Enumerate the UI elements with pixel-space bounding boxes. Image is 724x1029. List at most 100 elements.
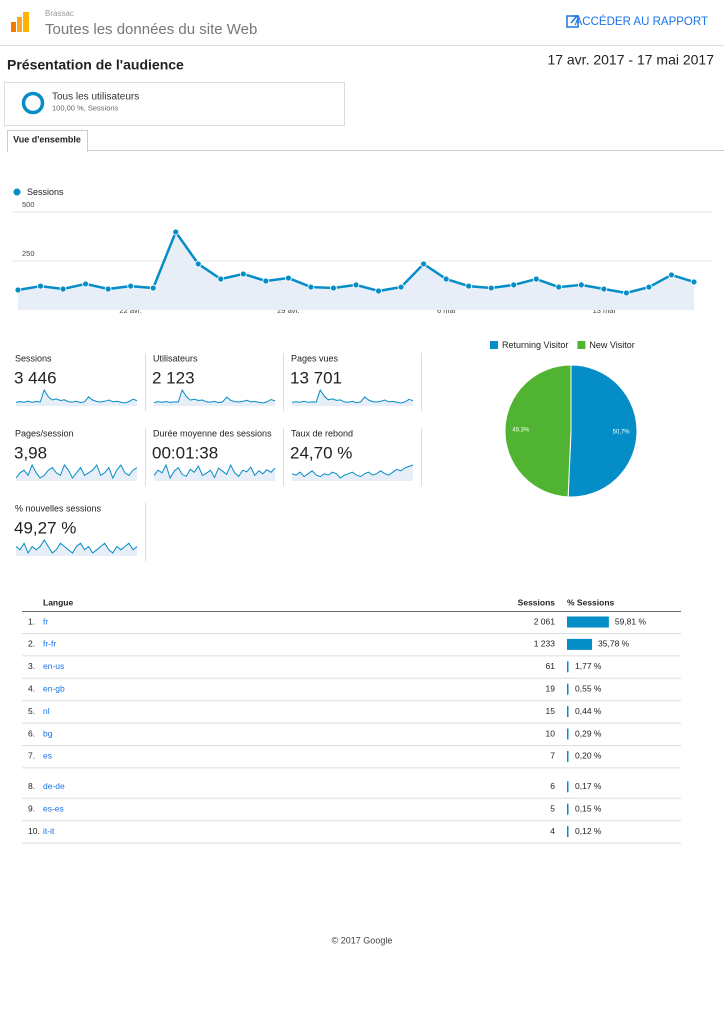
rank: 9. xyxy=(28,803,35,813)
share-label: 59,81 % xyxy=(615,616,647,626)
sparkline xyxy=(291,388,414,404)
data-point xyxy=(217,275,225,283)
data-point xyxy=(510,281,518,289)
sparkline-area xyxy=(292,390,413,406)
rank: 4. xyxy=(28,683,35,693)
language-link[interactable]: nl xyxy=(43,706,50,716)
share-bar xyxy=(567,803,569,815)
share-bar xyxy=(567,826,569,838)
sparkline-area xyxy=(292,465,413,481)
language-link[interactable]: de-de xyxy=(43,781,65,791)
sparkline xyxy=(291,464,414,479)
sessions: 5 xyxy=(550,803,555,813)
sessions: 1 233 xyxy=(534,639,556,649)
account-name: Brassac xyxy=(45,9,74,18)
x-tick-label: 13 mai xyxy=(593,306,616,315)
column-header: Langue xyxy=(43,597,73,607)
share-label: 0,29 % xyxy=(575,728,602,738)
sessions: 4 xyxy=(550,826,555,836)
tab[interactable]: Vue d'ensemble xyxy=(7,130,88,154)
share-bar xyxy=(567,616,609,628)
rank: 2. xyxy=(28,639,35,649)
language-link[interactable]: es-es xyxy=(43,803,64,813)
sparkline xyxy=(153,463,276,480)
report-title: Présentation de l'audience xyxy=(7,57,184,73)
data-point xyxy=(465,282,473,290)
share-label: 0,20 % xyxy=(575,751,602,761)
data-point xyxy=(532,275,540,283)
metric-value: 2 123 xyxy=(152,368,195,387)
x-tick-label: 22 avr. xyxy=(119,306,142,315)
series-area xyxy=(18,231,694,310)
slice-label: 49,3% xyxy=(512,427,530,433)
sessions: 7 xyxy=(550,751,555,761)
metric-value: 13 701 xyxy=(290,368,342,387)
data-point xyxy=(375,287,382,295)
data-point xyxy=(104,285,112,293)
data-point xyxy=(577,281,585,289)
sessions: 15 xyxy=(546,706,556,716)
sessions: 2 061 xyxy=(534,616,556,626)
share-bar xyxy=(567,661,569,673)
language-link[interactable]: bg xyxy=(43,728,53,738)
metric-label: Pages/session xyxy=(15,428,74,438)
pie-slice xyxy=(504,364,572,498)
data-point xyxy=(487,284,495,292)
data-point xyxy=(690,278,698,286)
language-link[interactable]: it-it xyxy=(43,826,55,836)
data-point xyxy=(442,275,450,283)
rank: 10. xyxy=(28,826,40,836)
language-link[interactable]: fr xyxy=(43,616,48,626)
report-link-text[interactable]: ACCÉDER AU RAPPORT xyxy=(575,15,708,28)
data-point xyxy=(668,271,675,279)
sparkline xyxy=(15,388,138,404)
segment-detail: 100,00 %, Sessions xyxy=(52,103,119,112)
column-header: Sessions xyxy=(518,597,556,607)
date-range: 17 avr. 2017 - 17 mai 2017 xyxy=(547,52,714,68)
share-bar xyxy=(567,750,569,762)
language-link[interactable]: fr-fr xyxy=(43,639,56,649)
rank: 5. xyxy=(28,706,35,716)
data-point xyxy=(420,260,428,268)
share-label: 0,15 % xyxy=(575,803,602,813)
logo xyxy=(11,12,29,32)
share-label: 35,78 % xyxy=(598,639,630,649)
metric-label: Pages vues xyxy=(291,353,339,363)
sessions: 6 xyxy=(550,781,555,791)
data-point xyxy=(14,286,22,294)
rank: 3. xyxy=(28,661,35,671)
data-point xyxy=(149,284,157,292)
metric-label: Taux de rebond xyxy=(291,428,353,438)
legend-label: Sessions xyxy=(27,187,64,197)
metric-value: 3 446 xyxy=(14,368,57,387)
data-point xyxy=(239,270,247,278)
metric-value: 49,27 % xyxy=(14,518,76,537)
tab-label[interactable]: Vue d'ensemble xyxy=(13,134,81,144)
share-label: 0,12 % xyxy=(575,826,602,836)
data-point xyxy=(59,285,67,293)
legend-marker xyxy=(490,341,498,349)
legend-marker xyxy=(13,188,21,196)
metric-label: % nouvelles sessions xyxy=(15,503,102,513)
language-link[interactable]: en-gb xyxy=(43,683,65,693)
sessions: 19 xyxy=(546,683,556,693)
share-bar xyxy=(567,706,569,718)
metric-value: 24,70 % xyxy=(290,443,352,462)
legend-label: Returning Visitor xyxy=(502,340,568,350)
legend-marker xyxy=(577,341,586,349)
column-header: % Sessions xyxy=(567,597,615,607)
data-point xyxy=(284,274,292,282)
legend-label: New Visitor xyxy=(589,340,634,350)
footer: © 2017 Google xyxy=(332,935,393,945)
data-point xyxy=(262,277,270,285)
language-link[interactable]: es xyxy=(43,751,52,761)
data-point xyxy=(555,283,563,291)
y-tick-label: 500 xyxy=(22,200,35,209)
share-label: 0,44 % xyxy=(575,706,602,716)
report-link[interactable]: ACCÉDER AU RAPPORT xyxy=(566,15,708,28)
language-link[interactable]: en-us xyxy=(43,661,64,671)
metric-value: 00:01:38 xyxy=(152,443,218,462)
share-label: 1,77 % xyxy=(575,661,602,671)
data-point xyxy=(172,228,180,236)
